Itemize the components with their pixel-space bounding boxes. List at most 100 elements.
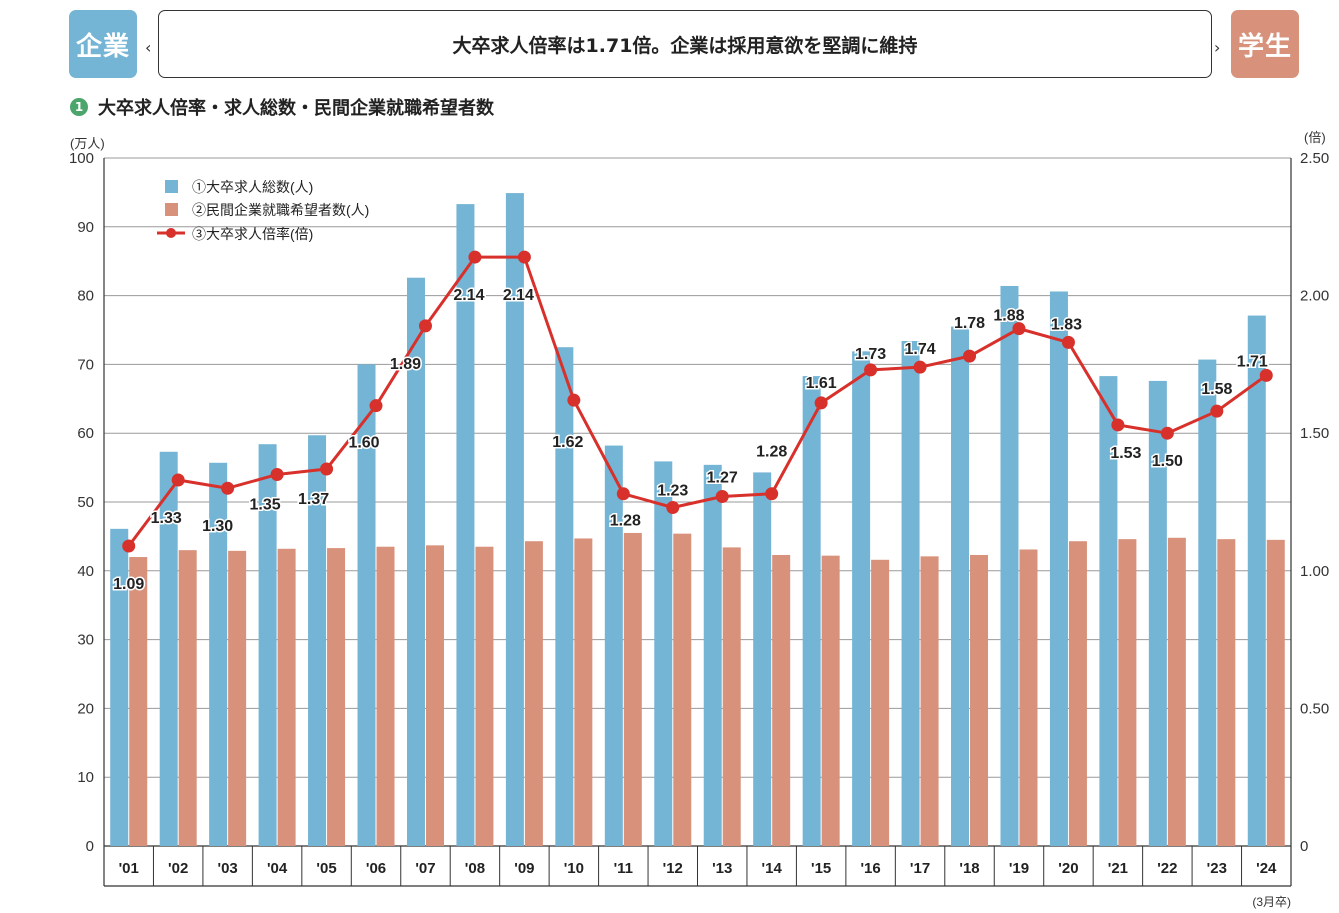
legend-label-ratio: ③大卒求人倍率(倍) bbox=[192, 226, 313, 242]
left-tick-label: 50 bbox=[77, 494, 94, 511]
right-tick-label: 1.00 bbox=[1300, 563, 1329, 580]
ratio-point bbox=[715, 489, 729, 503]
left-tick-label: 0 bbox=[86, 838, 94, 855]
ratio-data-label: 1.35 bbox=[250, 496, 281, 513]
bar-job-seekers bbox=[178, 550, 197, 846]
bar-total-openings bbox=[1099, 376, 1118, 846]
left-tick-label: 60 bbox=[77, 425, 94, 442]
ratio-data-label: 1.50 bbox=[1152, 453, 1183, 470]
ratio-point bbox=[1012, 322, 1026, 336]
left-tick-label: 30 bbox=[77, 632, 94, 649]
bar-total-openings bbox=[951, 326, 970, 846]
bar-job-seekers bbox=[722, 547, 741, 846]
ratio-data-label: 1.28 bbox=[756, 444, 787, 461]
bar-total-openings bbox=[258, 444, 277, 846]
left-arrow-icon: ‹ bbox=[145, 38, 152, 57]
bar-job-seekers bbox=[277, 548, 296, 846]
ratio-point bbox=[567, 393, 581, 407]
ratio-point bbox=[270, 467, 284, 481]
bar-total-openings bbox=[406, 277, 425, 846]
ratio-point bbox=[320, 462, 334, 476]
ratio-point bbox=[666, 501, 680, 515]
x-tick-label: '23 bbox=[1207, 860, 1227, 877]
left-axis-unit: (万人) bbox=[70, 136, 105, 151]
right-tick-label: 0 bbox=[1300, 838, 1308, 855]
left-tick-label: 20 bbox=[77, 700, 94, 717]
bar-total-openings bbox=[852, 351, 871, 846]
ratio-point bbox=[765, 487, 779, 501]
ratio-data-label: 1.73 bbox=[855, 346, 886, 363]
bar-total-openings bbox=[1198, 359, 1217, 846]
bar-total-openings bbox=[308, 435, 327, 846]
bar-job-seekers bbox=[574, 538, 593, 846]
ratio-point bbox=[1259, 368, 1273, 382]
x-tick-label: '20 bbox=[1058, 860, 1078, 877]
ratio-data-label: 1.60 bbox=[348, 435, 379, 452]
ratio-point bbox=[1210, 404, 1224, 418]
ratio-point bbox=[418, 319, 432, 333]
bar-total-openings bbox=[456, 204, 475, 846]
bar-job-seekers bbox=[673, 533, 692, 846]
right-axis-unit: (倍) bbox=[1304, 130, 1326, 145]
left-tick-label: 40 bbox=[77, 563, 94, 580]
bar-total-openings bbox=[505, 193, 524, 846]
ratio-data-label: 1.74 bbox=[904, 341, 935, 358]
x-tick-label: '21 bbox=[1108, 860, 1128, 877]
right-tick-label: 2.50 bbox=[1300, 150, 1329, 167]
x-tick-label: '15 bbox=[811, 860, 831, 877]
ratio-data-label: 1.61 bbox=[806, 375, 837, 392]
ratio-point bbox=[963, 349, 977, 363]
ratio-data-label: 1.71 bbox=[1237, 353, 1268, 370]
left-tick-label: 10 bbox=[77, 769, 94, 786]
right-arrow-icon: › bbox=[1214, 38, 1221, 57]
bar-total-openings bbox=[802, 376, 821, 846]
right-tick-label: 0.50 bbox=[1300, 700, 1329, 717]
ratio-data-label: 1.88 bbox=[993, 308, 1024, 325]
bar-total-openings bbox=[1049, 291, 1068, 846]
x-tick-label: '22 bbox=[1157, 860, 1177, 877]
x-tick-label: '19 bbox=[1009, 860, 1029, 877]
ratio-point bbox=[864, 363, 878, 377]
bar-total-openings bbox=[209, 462, 228, 846]
x-tick-label: '13 bbox=[712, 860, 732, 877]
x-tick-label: '07 bbox=[415, 860, 435, 877]
x-tick-label: '18 bbox=[959, 860, 979, 877]
x-tick-label: '04 bbox=[267, 860, 288, 877]
ratio-line bbox=[127, 255, 1268, 547]
ratio-point bbox=[616, 487, 630, 501]
bar-total-openings bbox=[110, 528, 129, 846]
ratio-point bbox=[1061, 335, 1075, 349]
company-tag: 企業 bbox=[69, 10, 137, 78]
x-tick-label: '10 bbox=[564, 860, 584, 877]
bar-total-openings bbox=[703, 464, 722, 846]
ratio-data-label: 2.14 bbox=[453, 287, 484, 304]
student-tag: 学生 bbox=[1231, 10, 1299, 78]
ratio-point bbox=[913, 360, 927, 374]
bar-job-seekers bbox=[1068, 541, 1087, 846]
x-tick-label: '02 bbox=[168, 860, 188, 877]
bar-job-seekers bbox=[376, 546, 395, 846]
x-tick-label: '09 bbox=[514, 860, 534, 877]
left-tick-label: 80 bbox=[77, 288, 94, 305]
ratio-data-label: 1.28 bbox=[610, 513, 641, 530]
bar-job-seekers bbox=[475, 546, 494, 846]
bar-total-openings bbox=[1247, 315, 1266, 846]
bar-job-seekers bbox=[1118, 539, 1137, 846]
left-tick-label: 90 bbox=[77, 219, 94, 236]
ratio-point bbox=[1111, 418, 1125, 432]
section-title: 1 大卒求人倍率・求人総数・民間企業就職希望者数 bbox=[70, 94, 494, 120]
bar-total-openings bbox=[753, 472, 772, 846]
ratio-data-label: 1.30 bbox=[202, 518, 233, 535]
bar-job-seekers bbox=[129, 557, 148, 846]
bar-job-seekers bbox=[1217, 539, 1236, 846]
ratio-data-label: 1.23 bbox=[657, 483, 688, 500]
legend-label-job-seekers: ②民間企業就職希望者数(人) bbox=[192, 202, 369, 218]
bar-job-seekers bbox=[623, 532, 642, 846]
headline: 大卒求人倍率は1.71倍。企業は採用意欲を堅調に維持 bbox=[158, 10, 1212, 78]
bar-total-openings bbox=[901, 341, 920, 846]
legend-swatch-job-seekers bbox=[165, 203, 178, 216]
bar-job-seekers bbox=[228, 550, 247, 846]
ratio-data-label: 1.33 bbox=[151, 510, 182, 527]
left-tick-label: 70 bbox=[77, 356, 94, 373]
bar-job-seekers bbox=[970, 554, 989, 846]
